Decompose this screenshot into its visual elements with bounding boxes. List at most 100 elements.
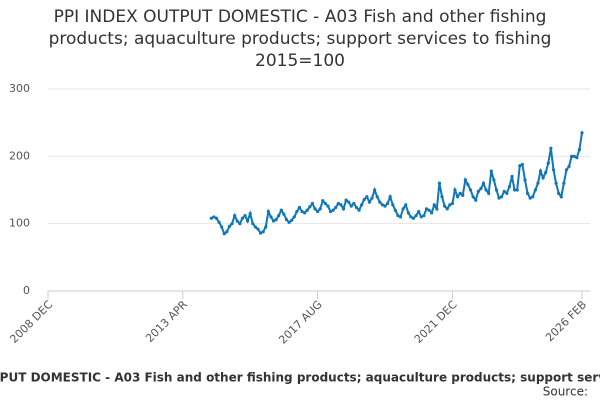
point — [570, 154, 574, 158]
point — [303, 211, 307, 215]
point — [564, 168, 569, 172]
point — [258, 231, 263, 235]
y-tick-label: 0 — [23, 284, 30, 297]
point — [430, 211, 434, 215]
point — [474, 198, 478, 202]
point — [251, 222, 255, 226]
point — [479, 187, 483, 191]
point — [419, 215, 423, 219]
point — [489, 169, 493, 173]
point — [357, 208, 361, 212]
point — [435, 207, 439, 211]
point — [549, 146, 553, 150]
y-tick-label: 100 — [9, 217, 30, 230]
point — [580, 131, 584, 135]
point — [305, 208, 309, 212]
point — [225, 230, 229, 234]
point — [310, 201, 315, 206]
point — [264, 225, 268, 229]
point — [365, 195, 369, 199]
point — [370, 196, 374, 200]
point — [575, 156, 579, 160]
point — [352, 201, 356, 206]
point — [238, 222, 242, 226]
point — [476, 189, 480, 193]
point — [360, 203, 364, 207]
point — [533, 188, 537, 192]
point — [463, 178, 467, 182]
point — [266, 209, 270, 214]
point — [443, 204, 447, 208]
point — [248, 211, 252, 216]
point — [455, 195, 460, 199]
point — [445, 207, 449, 211]
point — [269, 215, 273, 219]
point — [347, 200, 351, 204]
point — [432, 203, 436, 207]
point — [313, 207, 317, 211]
point — [373, 188, 377, 192]
point — [214, 216, 219, 220]
point — [401, 207, 405, 211]
source: Source: — [543, 385, 588, 399]
point — [523, 178, 527, 182]
point — [300, 209, 304, 214]
point — [287, 220, 291, 224]
point — [427, 208, 431, 212]
point — [422, 213, 426, 218]
point — [341, 207, 346, 211]
point — [466, 183, 470, 187]
point — [393, 208, 397, 212]
point — [318, 207, 322, 211]
point — [284, 218, 289, 222]
point — [378, 200, 382, 204]
point — [385, 201, 390, 206]
point — [282, 212, 286, 216]
point — [315, 209, 320, 214]
point — [209, 216, 213, 220]
point — [487, 191, 491, 195]
point — [417, 209, 421, 214]
point — [494, 188, 499, 192]
point — [562, 181, 566, 185]
point — [235, 219, 239, 223]
point — [536, 181, 540, 185]
x-tick-label: 2013 APR — [143, 298, 190, 345]
point — [546, 161, 550, 165]
point — [468, 188, 473, 192]
point — [227, 224, 232, 228]
point — [531, 195, 535, 199]
point — [577, 148, 582, 152]
point — [256, 227, 260, 231]
point — [515, 188, 519, 192]
series-line — [210, 132, 583, 236]
point — [440, 195, 444, 199]
point — [404, 203, 408, 207]
point — [261, 230, 265, 234]
point — [471, 195, 475, 199]
point — [222, 232, 226, 236]
point — [253, 225, 257, 229]
point — [321, 199, 325, 203]
point — [380, 203, 384, 207]
point — [375, 195, 379, 199]
point — [277, 213, 281, 218]
point — [344, 198, 348, 202]
point — [406, 211, 410, 215]
point — [328, 209, 333, 214]
point — [297, 205, 302, 210]
point — [212, 215, 216, 219]
point — [331, 208, 335, 212]
x-tick-label: 2008 DEC — [7, 298, 55, 346]
point — [502, 189, 506, 193]
point — [538, 169, 543, 173]
point — [274, 218, 278, 222]
point — [396, 213, 400, 218]
point — [271, 219, 276, 223]
point — [295, 209, 299, 214]
point — [525, 191, 530, 195]
chart-title-block: PPI INDEX OUTPUT DOMESTIC - A03 Fish and… — [0, 6, 600, 72]
point — [411, 216, 416, 220]
point — [453, 188, 457, 192]
point — [557, 191, 561, 195]
